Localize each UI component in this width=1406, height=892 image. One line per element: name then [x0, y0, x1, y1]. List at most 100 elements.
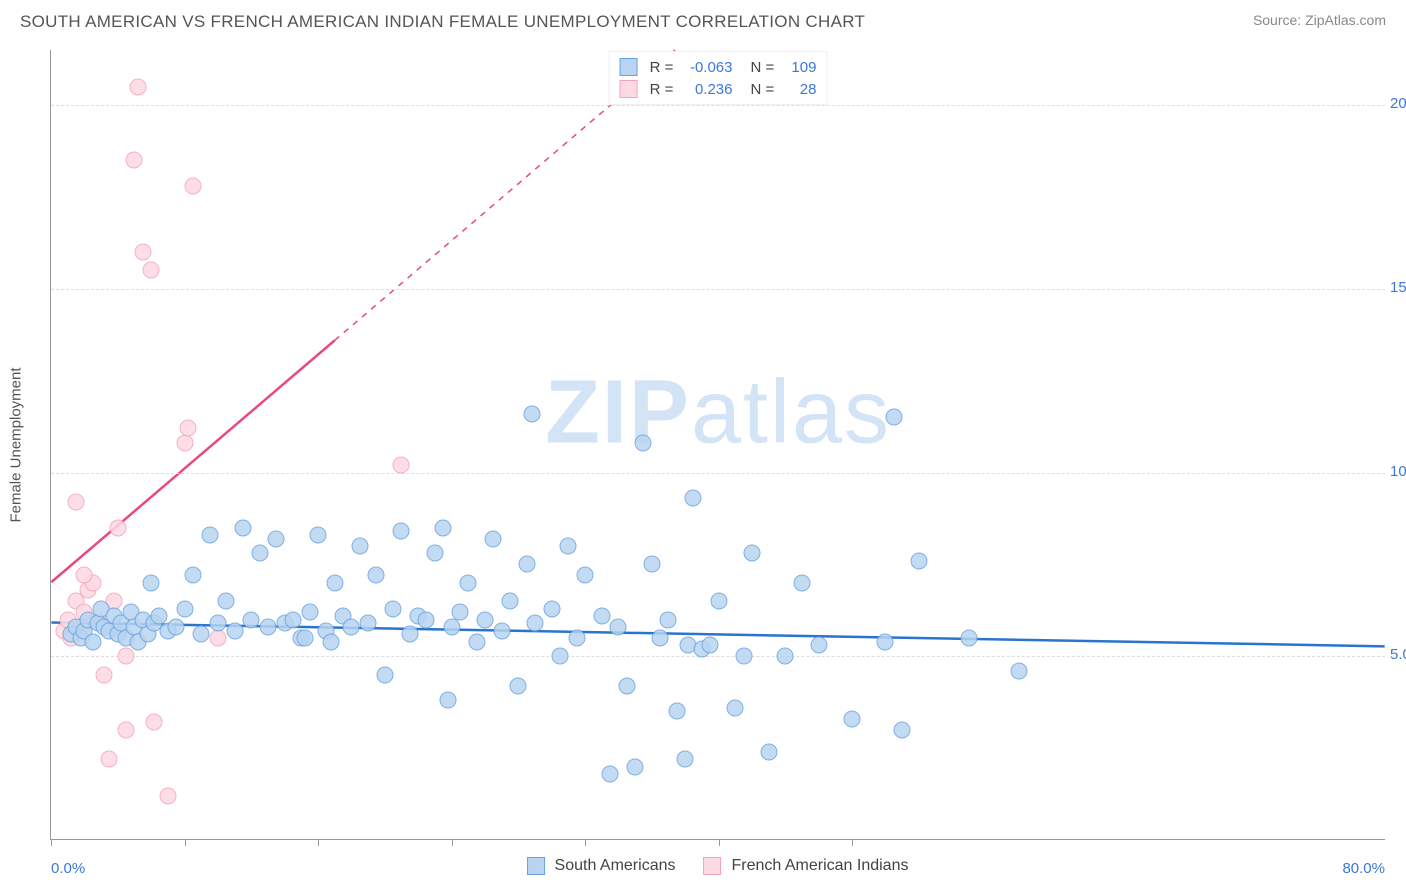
- scatter-point: [326, 574, 343, 591]
- scatter-point: [602, 765, 619, 782]
- scatter-point: [440, 692, 457, 709]
- scatter-point: [960, 629, 977, 646]
- y-tick-label: 5.0%: [1390, 646, 1406, 663]
- scatter-point: [143, 574, 160, 591]
- scatter-point: [343, 618, 360, 635]
- scatter-point: [635, 435, 652, 452]
- x-tick: [185, 839, 186, 846]
- scatter-point: [68, 493, 85, 510]
- chart-container: Female Unemployment ZIPatlas R = -0.063N…: [50, 50, 1385, 840]
- plot-area: ZIPatlas R = -0.063N = 109R = 0.236N = 2…: [50, 50, 1385, 840]
- x-tick-label: 80.0%: [1342, 860, 1385, 877]
- scatter-point: [435, 519, 452, 536]
- scatter-point: [735, 648, 752, 665]
- y-tick-label: 20.0%: [1390, 95, 1406, 112]
- scatter-point: [593, 607, 610, 624]
- scatter-point: [301, 604, 318, 621]
- scatter-point: [393, 523, 410, 540]
- scatter-point: [485, 530, 502, 547]
- scatter-point: [885, 409, 902, 426]
- scatter-point: [1010, 662, 1027, 679]
- scatter-point: [368, 567, 385, 584]
- source-name: ZipAtlas.com: [1305, 12, 1386, 28]
- scatter-point: [793, 574, 810, 591]
- scatter-point: [323, 633, 340, 650]
- scatter-point: [310, 527, 327, 544]
- stats-legend-row: R = -0.063N = 109: [620, 56, 817, 78]
- scatter-point: [894, 721, 911, 738]
- scatter-point: [109, 519, 126, 536]
- scatter-point: [844, 710, 861, 727]
- gridline: [51, 473, 1385, 474]
- scatter-point: [493, 622, 510, 639]
- legend-swatch: [527, 857, 545, 875]
- scatter-point: [760, 743, 777, 760]
- scatter-point: [385, 600, 402, 617]
- scatter-point: [702, 637, 719, 654]
- scatter-point: [168, 618, 185, 635]
- chart-header: SOUTH AMERICAN VS FRENCH AMERICAN INDIAN…: [20, 12, 1386, 42]
- scatter-point: [560, 538, 577, 555]
- scatter-point: [668, 703, 685, 720]
- correlation-stats-legend: R = -0.063N = 109 R = 0.236N = 28: [609, 51, 828, 105]
- scatter-point: [910, 552, 927, 569]
- scatter-point: [523, 405, 540, 422]
- scatter-point: [159, 787, 176, 804]
- chart-title: SOUTH AMERICAN VS FRENCH AMERICAN INDIAN…: [20, 12, 865, 31]
- legend-item: French American Indians: [703, 857, 908, 875]
- stats-text: R = -0.063N = 109: [650, 59, 817, 76]
- scatter-point: [710, 593, 727, 610]
- legend-label: French American Indians: [731, 857, 908, 875]
- scatter-point: [218, 593, 235, 610]
- scatter-point: [284, 611, 301, 628]
- scatter-point: [460, 574, 477, 591]
- scatter-point: [134, 244, 151, 261]
- scatter-point: [360, 615, 377, 632]
- regression-lines: [51, 50, 1385, 839]
- scatter-point: [426, 545, 443, 562]
- source-attribution: Source: ZipAtlas.com: [1253, 12, 1386, 28]
- scatter-point: [226, 622, 243, 639]
- scatter-point: [877, 633, 894, 650]
- scatter-point: [201, 527, 218, 544]
- stats-legend-row: R = 0.236N = 28: [620, 78, 817, 100]
- scatter-point: [209, 615, 226, 632]
- scatter-point: [777, 648, 794, 665]
- scatter-point: [451, 604, 468, 621]
- x-tick: [719, 839, 720, 846]
- scatter-point: [501, 593, 518, 610]
- scatter-point: [743, 545, 760, 562]
- scatter-point: [727, 699, 744, 716]
- scatter-point: [468, 633, 485, 650]
- scatter-point: [243, 611, 260, 628]
- gridline: [51, 105, 1385, 106]
- y-axis-label: Female Unemployment: [8, 367, 25, 522]
- legend-swatch: [620, 80, 638, 98]
- scatter-point: [129, 78, 146, 95]
- scatter-point: [643, 556, 660, 573]
- x-tick: [852, 839, 853, 846]
- stats-text: R = 0.236N = 28: [650, 81, 817, 98]
- legend-swatch: [703, 857, 721, 875]
- scatter-point: [418, 611, 435, 628]
- scatter-point: [443, 618, 460, 635]
- scatter-point: [568, 629, 585, 646]
- scatter-point: [251, 545, 268, 562]
- x-tick: [452, 839, 453, 846]
- scatter-point: [551, 648, 568, 665]
- gridline: [51, 656, 1385, 657]
- scatter-point: [146, 714, 163, 731]
- scatter-point: [627, 758, 644, 775]
- scatter-point: [118, 648, 135, 665]
- scatter-point: [351, 538, 368, 555]
- scatter-point: [393, 457, 410, 474]
- x-tick-label: 0.0%: [51, 860, 85, 877]
- scatter-point: [476, 611, 493, 628]
- legend-label: South Americans: [555, 857, 676, 875]
- scatter-point: [618, 677, 635, 694]
- scatter-point: [96, 666, 113, 683]
- scatter-point: [184, 177, 201, 194]
- gridline: [51, 289, 1385, 290]
- x-tick: [585, 839, 586, 846]
- legend-item: South Americans: [527, 857, 676, 875]
